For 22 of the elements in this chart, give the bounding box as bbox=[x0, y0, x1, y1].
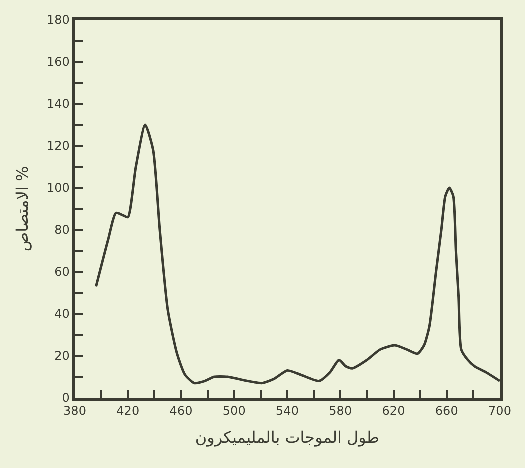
x-axis-title: طول الموجات بالمليميكرون bbox=[195, 428, 380, 447]
y-tick-label: 180 bbox=[46, 13, 70, 28]
x-tick-label: 460 bbox=[170, 404, 193, 418]
y-tick-label: 120 bbox=[46, 139, 70, 154]
y-tick-label: 80 bbox=[54, 223, 70, 238]
x-tick-label: 540 bbox=[276, 404, 299, 418]
y-tick-label: 140 bbox=[46, 97, 70, 112]
y-tick-label: 60 bbox=[54, 265, 70, 280]
x-tick-label: 380 bbox=[64, 404, 86, 418]
x-tick-label: 500 bbox=[222, 404, 246, 418]
y-tick-label: 160 bbox=[46, 55, 70, 70]
y-axis-title: الامتصاص % bbox=[12, 166, 32, 252]
x-tick-label: 420 bbox=[116, 404, 140, 418]
y-tick-label: 0 bbox=[62, 391, 70, 406]
x-tick-label: 700 bbox=[488, 404, 512, 418]
y-tick-label: 20 bbox=[54, 349, 70, 364]
x-tick-label: 620 bbox=[382, 404, 406, 418]
x-tick-label: 660 bbox=[435, 404, 458, 418]
y-tick-label: 40 bbox=[54, 307, 70, 322]
line-series bbox=[95, 124, 500, 385]
y-tick-label: 100 bbox=[46, 181, 70, 196]
x-tick-label: 580 bbox=[329, 404, 352, 418]
